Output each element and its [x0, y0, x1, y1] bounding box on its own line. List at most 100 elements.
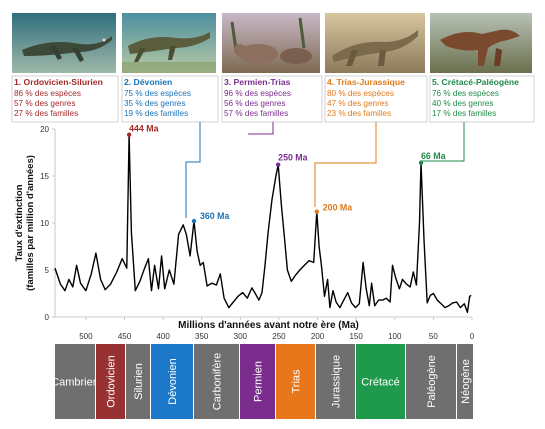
extinction-rate-line: [54, 133, 472, 313]
period-fill: [96, 344, 125, 419]
peak-label: 200 Ma: [323, 203, 352, 213]
period-cell: Ordovicien: [96, 344, 125, 419]
y-tick-label: 10: [40, 219, 49, 228]
period-fill: [126, 344, 150, 419]
period-label: Carbonifère: [212, 353, 224, 410]
caption-line: 47 % des genres: [327, 99, 388, 108]
caption-line: 19 % des familles: [124, 109, 188, 118]
x-axis-label: Millions d'années avant notre ère (Ma): [178, 320, 359, 331]
caption-frame: [121, 75, 219, 123]
tyrannosaurus-illustration: [430, 13, 532, 73]
caption-line: 86 % des espèces: [14, 89, 81, 98]
caption-line: 75 % des espèces: [124, 89, 191, 98]
aquatic-tetrapod-illustration: [122, 13, 216, 73]
x-tick-label: 450: [118, 332, 132, 341]
event-images: [12, 13, 532, 73]
caption-line: 40 % des genres: [432, 99, 493, 108]
x-tick-label: 300: [234, 332, 248, 341]
peak-marker: [418, 160, 424, 166]
caption-line: 35 % des genres: [124, 99, 185, 108]
caption-line: 17 % des familles: [432, 109, 496, 118]
x-tick-label: 200: [311, 332, 325, 341]
x-tick-label: 400: [156, 332, 170, 341]
caption-line: 27 % des familles: [14, 109, 78, 118]
period-bar: Cambrien Ordovicien Silurien Dévonien Carbon…: [51, 344, 473, 419]
period-cell: Crétacé: [356, 344, 405, 419]
period-fill: [151, 344, 193, 419]
period-cell: Néogène: [457, 344, 473, 419]
connector-line: [185, 122, 201, 218]
peak-label: 360 Ma: [200, 211, 229, 221]
y-axis-label: Taux d'extinction(familles par million d…: [14, 155, 36, 291]
period-fill: [356, 344, 405, 419]
period-fill: [276, 344, 315, 419]
peak-marker: [191, 218, 197, 224]
period-cell: Trias: [276, 344, 315, 419]
swimming-reptile-illustration: [12, 13, 116, 73]
connector-line: [314, 122, 377, 207]
period-label: Ordovicien: [106, 355, 118, 408]
period-fill: [457, 344, 473, 419]
caption-line: 56 % des genres: [224, 99, 285, 108]
caption-line: 80 % des espèces: [327, 89, 394, 98]
period-label: Cambrien: [51, 377, 99, 389]
y-tick-label: 0: [45, 313, 50, 322]
peak-marker: [126, 132, 132, 137]
peak-marker: [275, 162, 281, 167]
synapsid-reptiles-illustration: [222, 13, 320, 73]
period-label: Silurien: [133, 363, 145, 400]
peak-marker: [314, 209, 319, 214]
period-cell: Cambrien: [51, 344, 99, 419]
caption-line: 76 % des espèces: [432, 89, 499, 98]
caption-title: 1. Ordovicien-Silurien: [14, 77, 103, 87]
caption-title: 4. Trias-Jurassique: [327, 77, 405, 87]
period-label: Néogène: [460, 359, 472, 404]
x-tick-label: 50: [429, 332, 438, 341]
period-cell: Carbonifère: [194, 344, 239, 419]
x-tick-label: 500: [79, 332, 93, 341]
period-label: Crétacé: [361, 377, 400, 389]
peak-label: 250 Ma: [278, 153, 307, 163]
period-label: Paléogène: [426, 355, 438, 408]
period-cell: Dévonien: [151, 344, 193, 419]
x-tick-label: 100: [388, 332, 402, 341]
period-fill: [55, 344, 95, 419]
period-label: Permien: [253, 361, 265, 402]
caption-line: 96 % des espèces: [224, 89, 291, 98]
caption-box: 1. Ordovicien-Silurien 86 % des espèces57…: [11, 75, 119, 123]
connector-line: [420, 122, 465, 162]
period-label: Trias: [291, 369, 303, 394]
period-fill: [240, 344, 275, 419]
caption-title: 3. Permien-Trias: [224, 77, 291, 87]
period-fill: [194, 344, 239, 419]
caption-title: 2. Dévonien: [124, 77, 172, 87]
x-tick-label: 250: [272, 332, 286, 341]
period-cell: Permien: [240, 344, 275, 419]
caption-frame: [324, 75, 428, 123]
period-cell: Paléogène: [406, 344, 456, 419]
period-label: Dévonien: [167, 358, 179, 404]
event-connectors: [185, 122, 465, 218]
y-tick-label: 15: [40, 172, 49, 181]
period-cell: Jurassique: [316, 344, 355, 419]
caption-line: 23 % des familles: [327, 109, 391, 118]
x-tick-label: 150: [349, 332, 363, 341]
y-tick-label: 20: [40, 125, 49, 134]
period-cell: Silurien: [126, 344, 150, 419]
period-label: Jurassique: [331, 355, 343, 408]
caption-title: 5. Crétacé-Paléogène: [432, 77, 519, 87]
archosaur-illustration: [325, 13, 425, 73]
caption-frame: [221, 75, 323, 123]
y-tick-label: 5: [45, 266, 50, 275]
connector-line: [248, 122, 274, 135]
period-fill: [316, 344, 355, 419]
peak-label: 66 Ma: [421, 151, 446, 161]
